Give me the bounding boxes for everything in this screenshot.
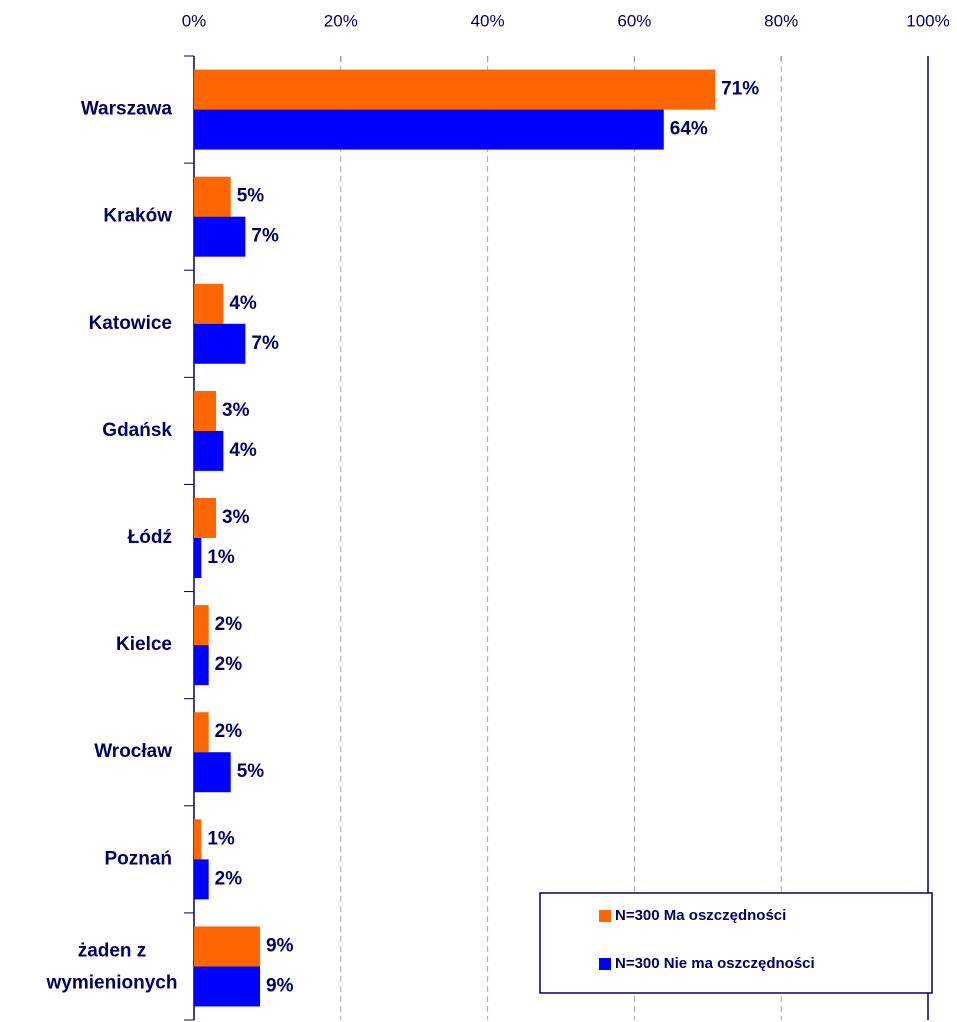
bar (194, 176, 231, 217)
category-label: Wrocław (94, 741, 172, 762)
bar (194, 712, 209, 753)
value-label: 2% (215, 614, 243, 635)
x-tick-label: 60% (617, 11, 651, 30)
category-label: Warszawa (81, 99, 173, 120)
bar (194, 645, 209, 686)
category-label: Poznań (104, 848, 172, 869)
legend-swatch (599, 910, 611, 922)
value-label: 2% (215, 721, 243, 742)
category-label: Katowice (89, 313, 172, 334)
category-label: Łódź (128, 527, 172, 548)
value-label: 4% (229, 293, 257, 314)
value-label: 1% (207, 828, 235, 849)
bar (194, 283, 224, 324)
bar (194, 216, 246, 257)
legend-label: N=300 Nie ma oszczędności (615, 955, 815, 972)
legend-label: N=300 Ma oszczędności (615, 907, 786, 924)
value-label: 9% (266, 975, 294, 996)
category-label: Kielce (116, 634, 172, 655)
value-label: 71% (721, 79, 759, 100)
bar (194, 819, 202, 860)
category-label: Gdańsk (102, 420, 172, 441)
bar (194, 859, 209, 900)
legend-box (539, 892, 933, 994)
value-label: 2% (215, 868, 243, 889)
category-label: żaden z wymienionych (46, 940, 178, 993)
legend: N=300 Ma oszczędności N=300 Nie ma oszczę… (539, 892, 933, 994)
x-tick-label: 0% (182, 11, 207, 30)
value-label: 5% (237, 761, 265, 782)
bar (194, 752, 231, 793)
bar (194, 109, 664, 150)
bar (194, 538, 202, 578)
value-label: 64% (670, 119, 708, 140)
x-tick-label: 100% (906, 11, 949, 30)
bar (194, 926, 261, 967)
bar (194, 323, 246, 364)
bar (194, 390, 217, 431)
value-label: 3% (222, 400, 250, 421)
bar (194, 430, 224, 471)
value-label: 2% (215, 654, 243, 675)
bar (194, 966, 261, 1007)
legend-swatch (599, 958, 611, 970)
value-label: 4% (229, 440, 257, 461)
category-label: Kraków (103, 206, 172, 227)
value-label: 5% (237, 186, 265, 207)
value-label: 7% (251, 226, 279, 247)
x-tick-label: 20% (324, 11, 358, 30)
value-label: 9% (266, 935, 294, 956)
bar (194, 69, 716, 110)
value-label: 1% (207, 547, 235, 568)
x-tick-label: 40% (471, 11, 505, 30)
x-tick-label: 80% (764, 11, 798, 30)
bar (194, 498, 217, 538)
value-label: 3% (222, 507, 250, 528)
value-label: 7% (251, 333, 279, 354)
bar (194, 605, 209, 646)
